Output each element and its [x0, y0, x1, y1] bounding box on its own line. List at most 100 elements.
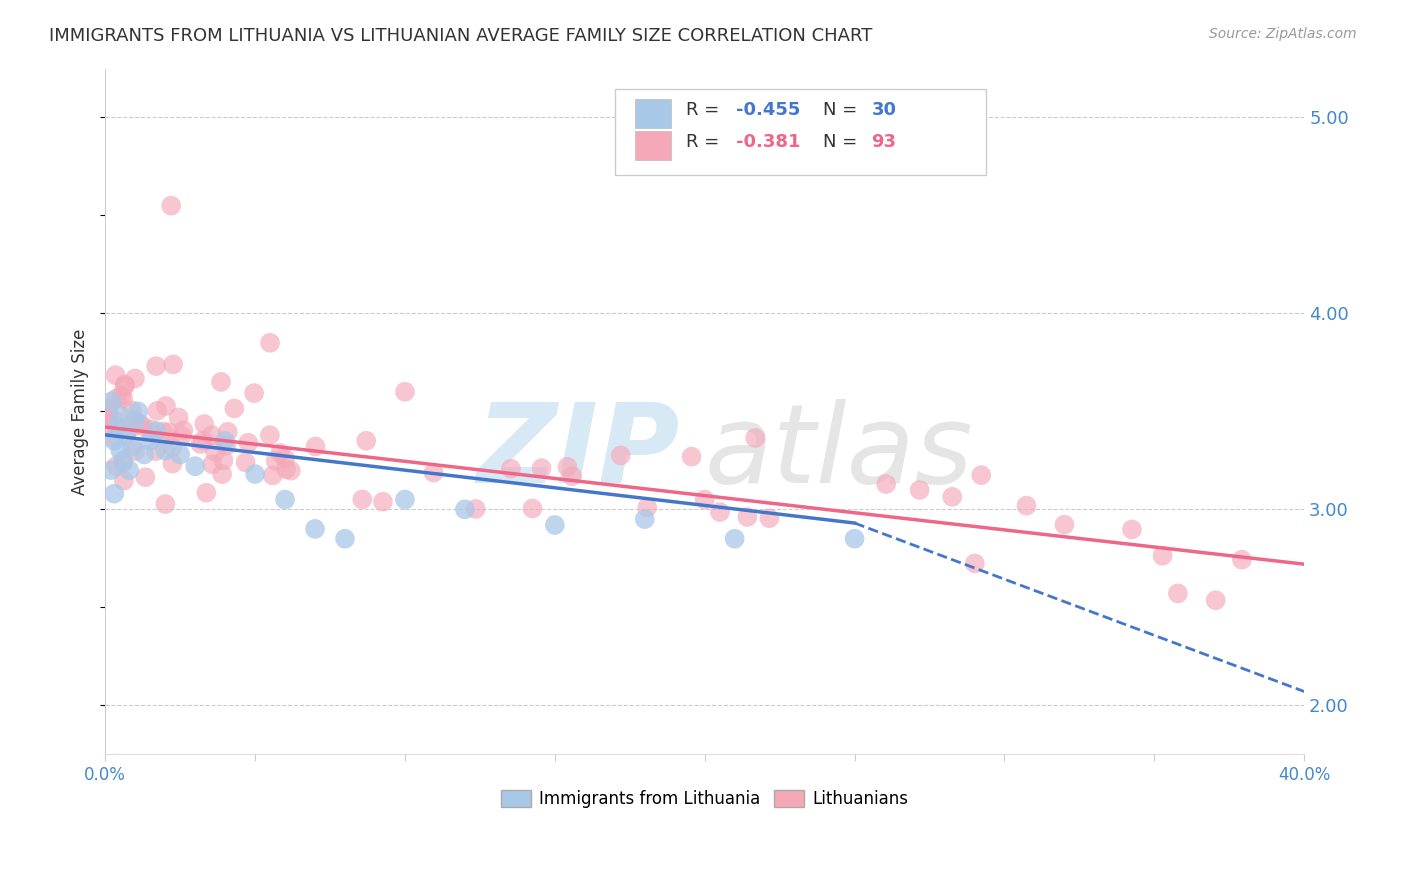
- Point: [333, 532, 356, 546]
- Point: [963, 557, 986, 571]
- Point: [190, 437, 212, 451]
- Point: [744, 431, 766, 445]
- Text: atlas: atlas: [704, 399, 973, 506]
- Point: [970, 468, 993, 483]
- Text: R =: R =: [686, 133, 724, 151]
- Point: [243, 386, 266, 401]
- Point: [114, 377, 136, 392]
- Point: [105, 459, 128, 474]
- Y-axis label: Average Family Size: Average Family Size: [72, 328, 89, 494]
- Point: [224, 401, 246, 416]
- Point: [114, 379, 136, 393]
- Point: [139, 434, 162, 448]
- Point: [522, 501, 544, 516]
- Point: [259, 335, 281, 350]
- Point: [167, 410, 190, 425]
- Point: [97, 408, 120, 422]
- Point: [737, 510, 759, 524]
- Point: [170, 429, 193, 443]
- Bar: [636, 131, 671, 161]
- Point: [112, 474, 135, 488]
- Point: [875, 477, 897, 491]
- Point: [172, 423, 194, 437]
- Legend: Immigrants from Lithuania, Lithuanians: Immigrants from Lithuania, Lithuanians: [495, 783, 915, 814]
- Text: R =: R =: [686, 101, 724, 119]
- Point: [212, 453, 235, 467]
- Point: [124, 413, 146, 427]
- Point: [215, 439, 238, 453]
- Text: N =: N =: [824, 133, 863, 151]
- Point: [100, 463, 122, 477]
- Point: [169, 447, 191, 461]
- Point: [124, 444, 146, 458]
- Point: [193, 417, 215, 431]
- Point: [152, 425, 174, 439]
- Point: [274, 492, 297, 507]
- Point: [280, 464, 302, 478]
- Point: [235, 455, 257, 469]
- Point: [134, 447, 156, 461]
- Point: [844, 532, 866, 546]
- Point: [264, 454, 287, 468]
- Point: [422, 466, 444, 480]
- Point: [209, 375, 232, 389]
- Text: -0.455: -0.455: [735, 101, 800, 119]
- Point: [160, 199, 183, 213]
- Point: [499, 462, 522, 476]
- Point: [1205, 593, 1227, 607]
- Point: [155, 497, 177, 511]
- Point: [134, 470, 156, 484]
- Point: [153, 443, 176, 458]
- Point: [201, 457, 224, 471]
- Point: [112, 456, 135, 470]
- Point: [634, 512, 657, 526]
- Text: ZIP: ZIP: [477, 399, 681, 506]
- Point: [394, 384, 416, 399]
- Point: [132, 419, 155, 434]
- Point: [530, 461, 553, 475]
- Point: [557, 459, 579, 474]
- Point: [118, 463, 141, 477]
- Point: [157, 425, 180, 440]
- Point: [352, 492, 374, 507]
- Point: [97, 417, 120, 432]
- FancyBboxPatch shape: [614, 89, 987, 175]
- Point: [724, 532, 747, 546]
- Point: [217, 425, 239, 439]
- Point: [636, 500, 658, 515]
- Point: [110, 388, 132, 402]
- Text: 93: 93: [872, 133, 897, 151]
- Point: [1121, 523, 1143, 537]
- Point: [681, 450, 703, 464]
- Point: [908, 483, 931, 497]
- Point: [243, 467, 266, 481]
- Point: [104, 414, 127, 428]
- Point: [464, 502, 486, 516]
- Point: [561, 469, 583, 483]
- Point: [1152, 549, 1174, 563]
- Point: [146, 404, 169, 418]
- Point: [121, 420, 143, 434]
- Point: [124, 371, 146, 385]
- Point: [544, 518, 567, 533]
- Point: [184, 459, 207, 474]
- Point: [112, 392, 135, 406]
- Point: [112, 453, 135, 467]
- Point: [259, 428, 281, 442]
- Point: [371, 495, 394, 509]
- Point: [103, 434, 125, 448]
- Text: -0.381: -0.381: [735, 133, 800, 151]
- Point: [121, 440, 143, 454]
- Point: [100, 394, 122, 409]
- Point: [195, 485, 218, 500]
- Point: [145, 424, 167, 438]
- Point: [394, 492, 416, 507]
- Point: [262, 468, 284, 483]
- Point: [238, 435, 260, 450]
- Point: [693, 492, 716, 507]
- Point: [354, 434, 377, 448]
- Point: [304, 522, 326, 536]
- Point: [1167, 586, 1189, 600]
- Point: [276, 462, 298, 476]
- Point: [1053, 517, 1076, 532]
